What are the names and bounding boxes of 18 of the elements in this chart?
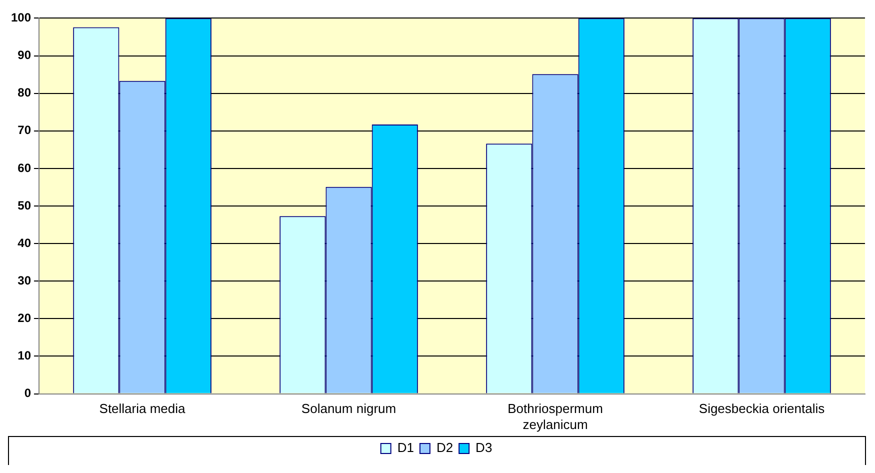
y-tick-label: 70 xyxy=(18,123,32,138)
legend-label: D2 xyxy=(436,440,454,456)
legend-label: D3 xyxy=(476,440,492,456)
x-tick-label: Sigesbeckia orientalis xyxy=(698,401,826,416)
y-tick-label: 100 xyxy=(10,10,32,25)
y-tick-label: 30 xyxy=(18,273,32,288)
y-tick-label: 10 xyxy=(18,348,32,363)
y-tick-label: 0 xyxy=(24,386,32,400)
y-tick-label: 40 xyxy=(18,236,32,250)
y-tick-label: 50 xyxy=(18,198,32,212)
y-tick-label: 90 xyxy=(18,48,32,62)
x-tick-label: Bothriospermum zeylanicum xyxy=(508,401,603,432)
y-tick-label: 20 xyxy=(18,310,32,325)
legend-label: D1 xyxy=(397,440,414,456)
y-tick-label: 80 xyxy=(18,86,32,100)
x-tick-label: Solanum nigrum xyxy=(301,401,396,416)
y-tick-label: 60 xyxy=(18,160,32,175)
x-tick-label: Stellaria media xyxy=(99,401,186,416)
